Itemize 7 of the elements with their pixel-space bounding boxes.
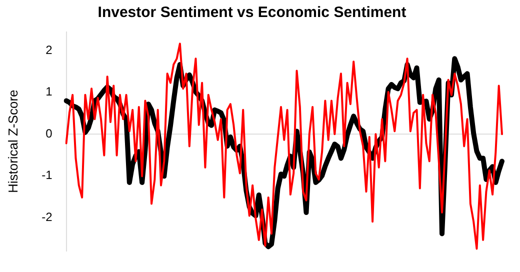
y-tick-label: 2: [46, 43, 53, 58]
y-tick-label: 1: [46, 84, 53, 99]
y-tick-label: 0: [46, 126, 53, 140]
y-tick-label: -2: [42, 210, 53, 224]
y-axis-title: Historical Z-Score: [5, 90, 20, 194]
chart-title: Investor Sentiment vs Economic Sentiment: [98, 4, 406, 22]
y-tick-label: -1: [42, 168, 53, 182]
